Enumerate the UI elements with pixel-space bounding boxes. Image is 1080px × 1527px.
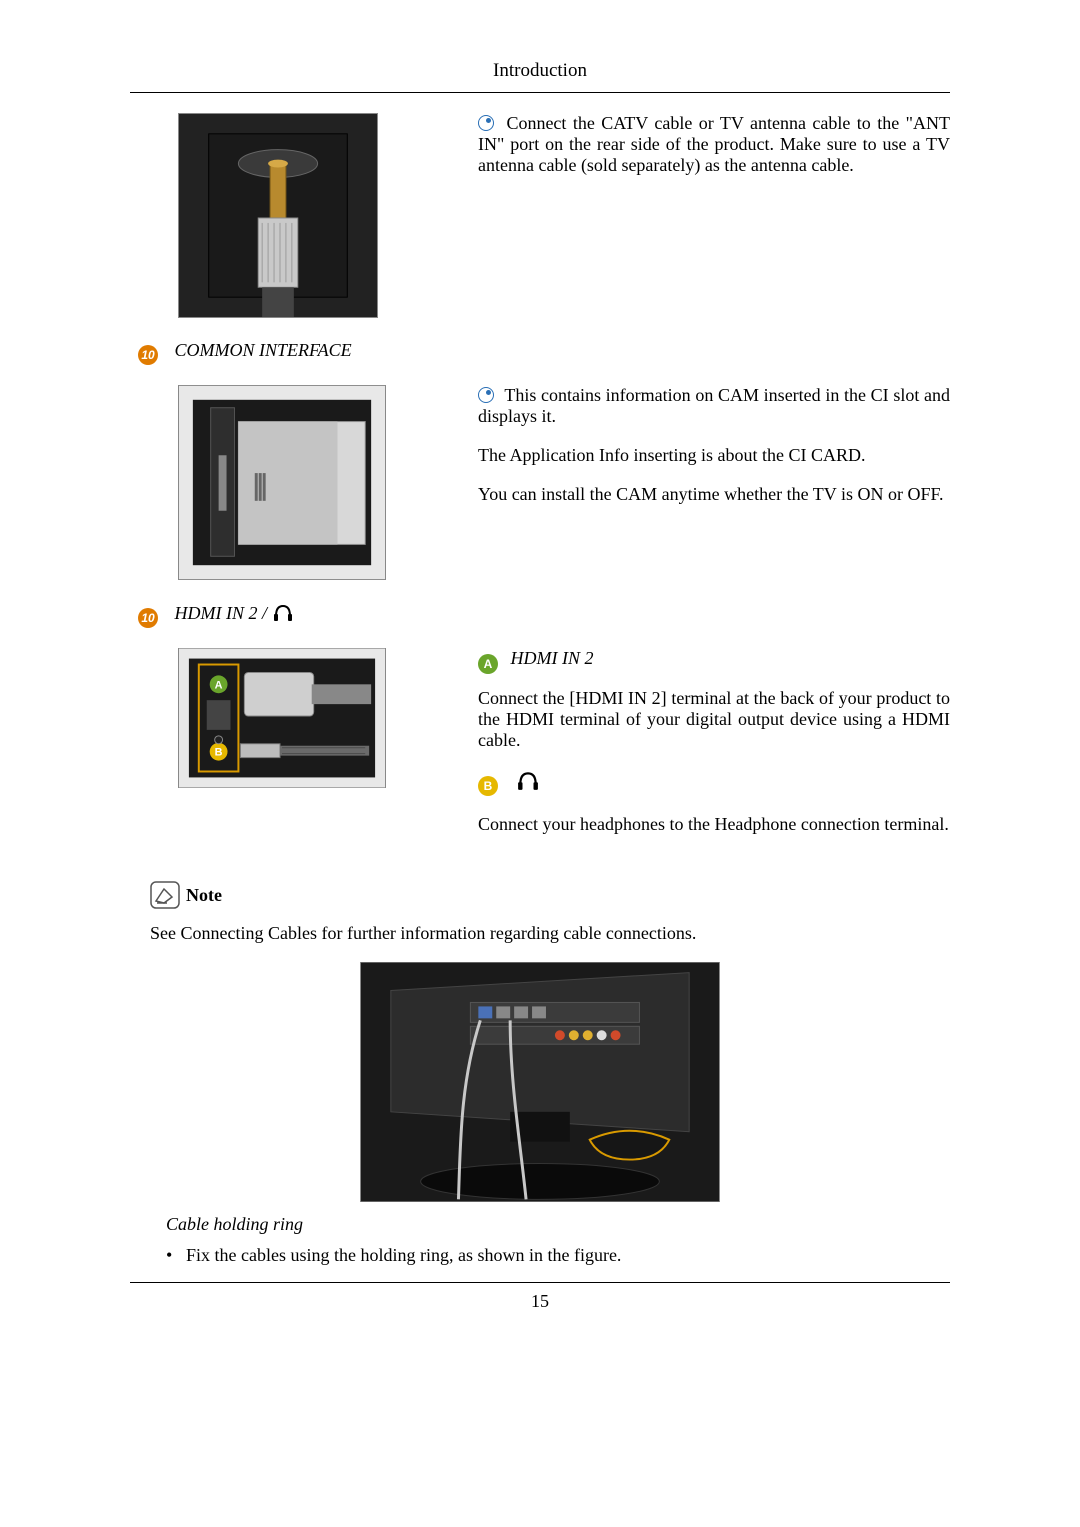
hdmi-block: A B A HDM bbox=[130, 648, 950, 853]
common-interface-text: This contains information on CAM inserte… bbox=[478, 385, 950, 523]
note-heading: Note bbox=[150, 881, 950, 909]
figure-ant-in bbox=[178, 113, 378, 318]
badge-10-icon: 10 bbox=[138, 345, 158, 365]
cable-ring-bullet-text: Fix the cables using the holding ring, a… bbox=[186, 1245, 930, 1266]
header-rule bbox=[130, 92, 950, 93]
hdmi-paragraph-b: Connect your headphones to the Headphone… bbox=[478, 814, 950, 835]
figure-ci-slot bbox=[178, 385, 386, 580]
hdmi-figure: A B bbox=[178, 648, 458, 788]
blue-bullet-icon bbox=[478, 115, 494, 131]
cable-ring-bullet: • Fix the cables using the holding ring,… bbox=[166, 1245, 930, 1266]
hdmi-subtitle-a-text: HDMI IN 2 bbox=[511, 648, 594, 668]
svg-text:B: B bbox=[215, 747, 223, 759]
hdmi-heading: 10 HDMI IN 2 / bbox=[138, 602, 950, 628]
badge-a-icon: A bbox=[478, 654, 498, 674]
hdmi-title-sep: / bbox=[258, 603, 272, 623]
page-header-title: Introduction bbox=[130, 60, 950, 82]
headphone-icon bbox=[515, 769, 541, 791]
ant-in-block: Connect the CATV cable or TV antenna cab… bbox=[130, 113, 950, 318]
ci-paragraph-2: The Application Info inserting is about … bbox=[478, 445, 950, 466]
bullet-dot: • bbox=[166, 1245, 186, 1266]
ci-paragraph-3: You can install the CAM anytime whether … bbox=[478, 484, 950, 505]
hdmi-paragraph-a: Connect the [HDMI IN 2] terminal at the … bbox=[478, 688, 950, 751]
common-interface-block: This contains information on CAM inserte… bbox=[130, 385, 950, 580]
figure-cable-ring bbox=[360, 962, 720, 1202]
figure-hdmi-ports: A B bbox=[178, 648, 386, 788]
note-icon bbox=[150, 881, 180, 909]
hdmi-text: A HDMI IN 2 Connect the [HDMI IN 2] term… bbox=[478, 648, 950, 853]
footer-rule bbox=[130, 1282, 950, 1283]
ant-in-svg bbox=[179, 113, 377, 318]
hdmi-subtitle-b: B bbox=[478, 769, 950, 796]
common-interface-figure bbox=[178, 385, 458, 580]
note-text: See Connecting Cables for further inform… bbox=[150, 923, 930, 944]
headphone-icon bbox=[272, 602, 294, 622]
ant-in-paragraph: Connect the CATV cable or TV antenna cab… bbox=[478, 113, 950, 175]
cable-ring-svg bbox=[361, 962, 719, 1202]
hdmi-title-prefix: HDMI IN 2 bbox=[175, 603, 258, 623]
svg-text:A: A bbox=[215, 679, 223, 691]
badge-b-icon: B bbox=[478, 776, 498, 796]
ci-slot-svg bbox=[179, 385, 385, 580]
ci-paragraph-1: This contains information on CAM inserte… bbox=[478, 385, 950, 426]
common-interface-heading: 10 COMMON INTERFACE bbox=[138, 340, 950, 365]
cable-ring-figure bbox=[130, 962, 950, 1202]
hdmi-svg: A B bbox=[179, 648, 385, 788]
ant-in-figure bbox=[178, 113, 458, 318]
cable-ring-title: Cable holding ring bbox=[166, 1214, 950, 1235]
note-label: Note bbox=[186, 885, 222, 906]
hdmi-subtitle-a: A HDMI IN 2 bbox=[478, 648, 950, 674]
manual-page: Introduction bbox=[0, 0, 1080, 1352]
common-interface-title: COMMON INTERFACE bbox=[175, 340, 352, 360]
page-number: 15 bbox=[130, 1291, 950, 1312]
ant-in-text: Connect the CATV cable or TV antenna cab… bbox=[478, 113, 950, 194]
blue-bullet-icon bbox=[478, 387, 494, 403]
badge-10b-icon: 10 bbox=[138, 608, 158, 628]
